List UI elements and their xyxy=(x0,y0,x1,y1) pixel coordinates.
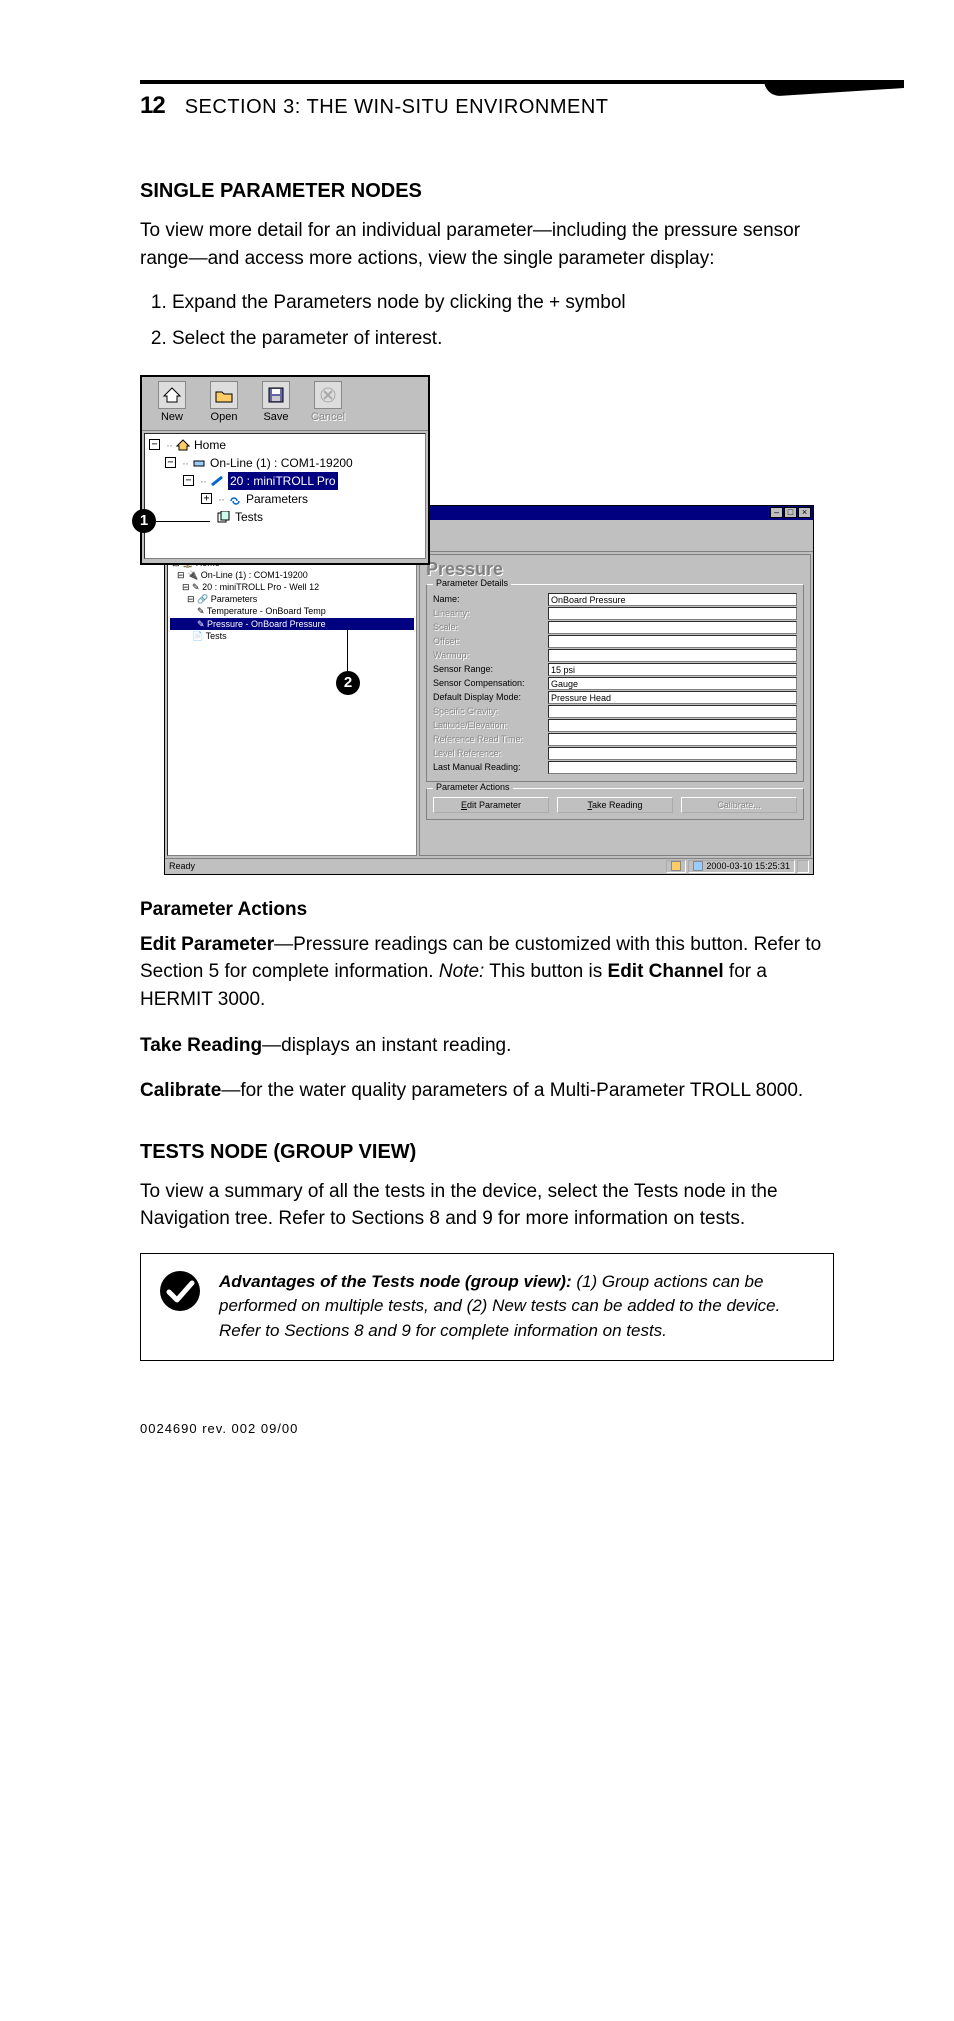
checkmark-icon xyxy=(159,1270,201,1317)
section-title: SECTION 3: THE WIN-SITU ENVIRONMENT xyxy=(185,96,609,119)
zoom-cancel-button: Cancel xyxy=(304,381,352,428)
link-icon xyxy=(228,493,242,505)
edit-parameter-button[interactable]: Edit Parameter xyxy=(433,797,549,813)
callout-2-line xyxy=(347,629,348,671)
step-2: Select the parameter of interest. xyxy=(172,324,834,354)
tests-paragraph: To view a summary of all the tests in th… xyxy=(140,1178,834,1233)
screenshot-figure: – □ × New Open Save Cancel Data ⊟ 🏠 Home… xyxy=(140,375,820,875)
edit-parameter-para: Edit Parameter—Pressure readings can be … xyxy=(140,931,834,1014)
maximize-button[interactable]: □ xyxy=(784,507,797,518)
calibrate-button: Calibrate... xyxy=(681,797,797,813)
detail-row: Specific Gravity: xyxy=(433,705,797,718)
take-reading-para: Take Reading—displays an instant reading… xyxy=(140,1032,834,1060)
plug-icon xyxy=(192,457,206,469)
zoom-tree[interactable]: −·· Home −·· On-Line (1) : COM1-19200 −·… xyxy=(144,433,426,559)
detail-row: Offset: xyxy=(433,635,797,648)
detail-panel: Pressure Parameter Details Name:OnBoard … xyxy=(419,554,811,856)
panel-title: Pressure xyxy=(426,559,804,580)
tip-box: Advantages of the Tests node (group view… xyxy=(140,1253,834,1361)
detail-row: Reference Read Time: xyxy=(433,733,797,746)
cancel-icon xyxy=(318,386,338,404)
intro-text: To view more detail for an individual pa… xyxy=(140,217,834,272)
pen-icon xyxy=(210,475,224,487)
home-icon xyxy=(176,439,190,451)
zoom-tree-device-selected[interactable]: −·· 20 : miniTROLL Pro xyxy=(147,472,423,490)
callout-1-line xyxy=(156,521,210,522)
tip-text: Advantages of the Tests node (group view… xyxy=(219,1270,815,1344)
detail-row: Name:OnBoard Pressure xyxy=(433,593,797,606)
detail-row: Default Display Mode:Pressure Head xyxy=(433,691,797,704)
folder-icon xyxy=(671,861,681,871)
status-ready: Ready xyxy=(169,861,195,871)
tree-selected-pressure[interactable]: ✎ Pressure - OnBoard Pressure xyxy=(170,618,414,630)
zoom-open-button[interactable]: Open xyxy=(200,381,248,428)
detail-row: Last Manual Reading: xyxy=(433,761,797,774)
nav-tree[interactable]: ⊟ 🏠 Home ⊟ 🔌 On-Line (1) : COM1-19200 ⊟ … xyxy=(167,554,417,856)
take-reading-button[interactable]: Take Reading xyxy=(557,797,673,813)
page-footer: 0024690 rev. 002 09/00 xyxy=(140,1421,834,1436)
save-icon xyxy=(266,386,286,404)
detail-row: Linearity: xyxy=(433,607,797,620)
parameter-details-fieldset: Parameter Details Name:OnBoard PressureL… xyxy=(426,584,804,782)
detail-row: Latitude/Elevation: xyxy=(433,719,797,732)
parameter-actions-fieldset: Parameter Actions Edit Parameter Take Re… xyxy=(426,788,804,820)
detail-row: Sensor Compensation:Gauge xyxy=(433,677,797,690)
calibrate-para: Calibrate—for the water quality paramete… xyxy=(140,1077,834,1105)
callout-1: 1 xyxy=(132,509,156,533)
minimize-button[interactable]: – xyxy=(770,507,783,518)
zoom-inset: New Open Save Cancel −·· Home xyxy=(140,375,430,565)
status-time: 2000-03-10 15:25:31 xyxy=(706,860,790,872)
folder-open-icon xyxy=(214,386,234,404)
subhead-parameter-actions: Parameter Actions xyxy=(140,899,834,921)
detail-row: Level Reference: xyxy=(433,747,797,760)
tests-icon xyxy=(217,511,231,523)
status-bar: Ready 2000-03-10 15:25:31 xyxy=(165,858,813,874)
zoom-new-button[interactable]: New xyxy=(148,381,196,428)
clock-icon xyxy=(693,861,703,871)
detail-row: Sensor Range:15 psi xyxy=(433,663,797,676)
page-number: 12 xyxy=(140,92,165,120)
top-rule xyxy=(140,80,834,84)
heading-tests-node: TESTS NODE (GROUP VIEW) xyxy=(140,1141,834,1164)
step-1: Expand the Parameters node by clicking t… xyxy=(172,288,834,318)
close-button[interactable]: × xyxy=(798,507,811,518)
callout-2: 2 xyxy=(336,671,360,695)
home-icon xyxy=(162,386,182,404)
zoom-save-button[interactable]: Save xyxy=(252,381,300,428)
steps-list: Expand the Parameters node by clicking t… xyxy=(140,288,834,355)
detail-row: Warmup: xyxy=(433,649,797,662)
page-header: 12 SECTION 3: THE WIN-SITU ENVIRONMENT xyxy=(140,92,834,120)
heading-single-parameter: SINGLE PARAMETER NODES xyxy=(140,180,834,203)
detail-row: Scale: xyxy=(433,621,797,634)
